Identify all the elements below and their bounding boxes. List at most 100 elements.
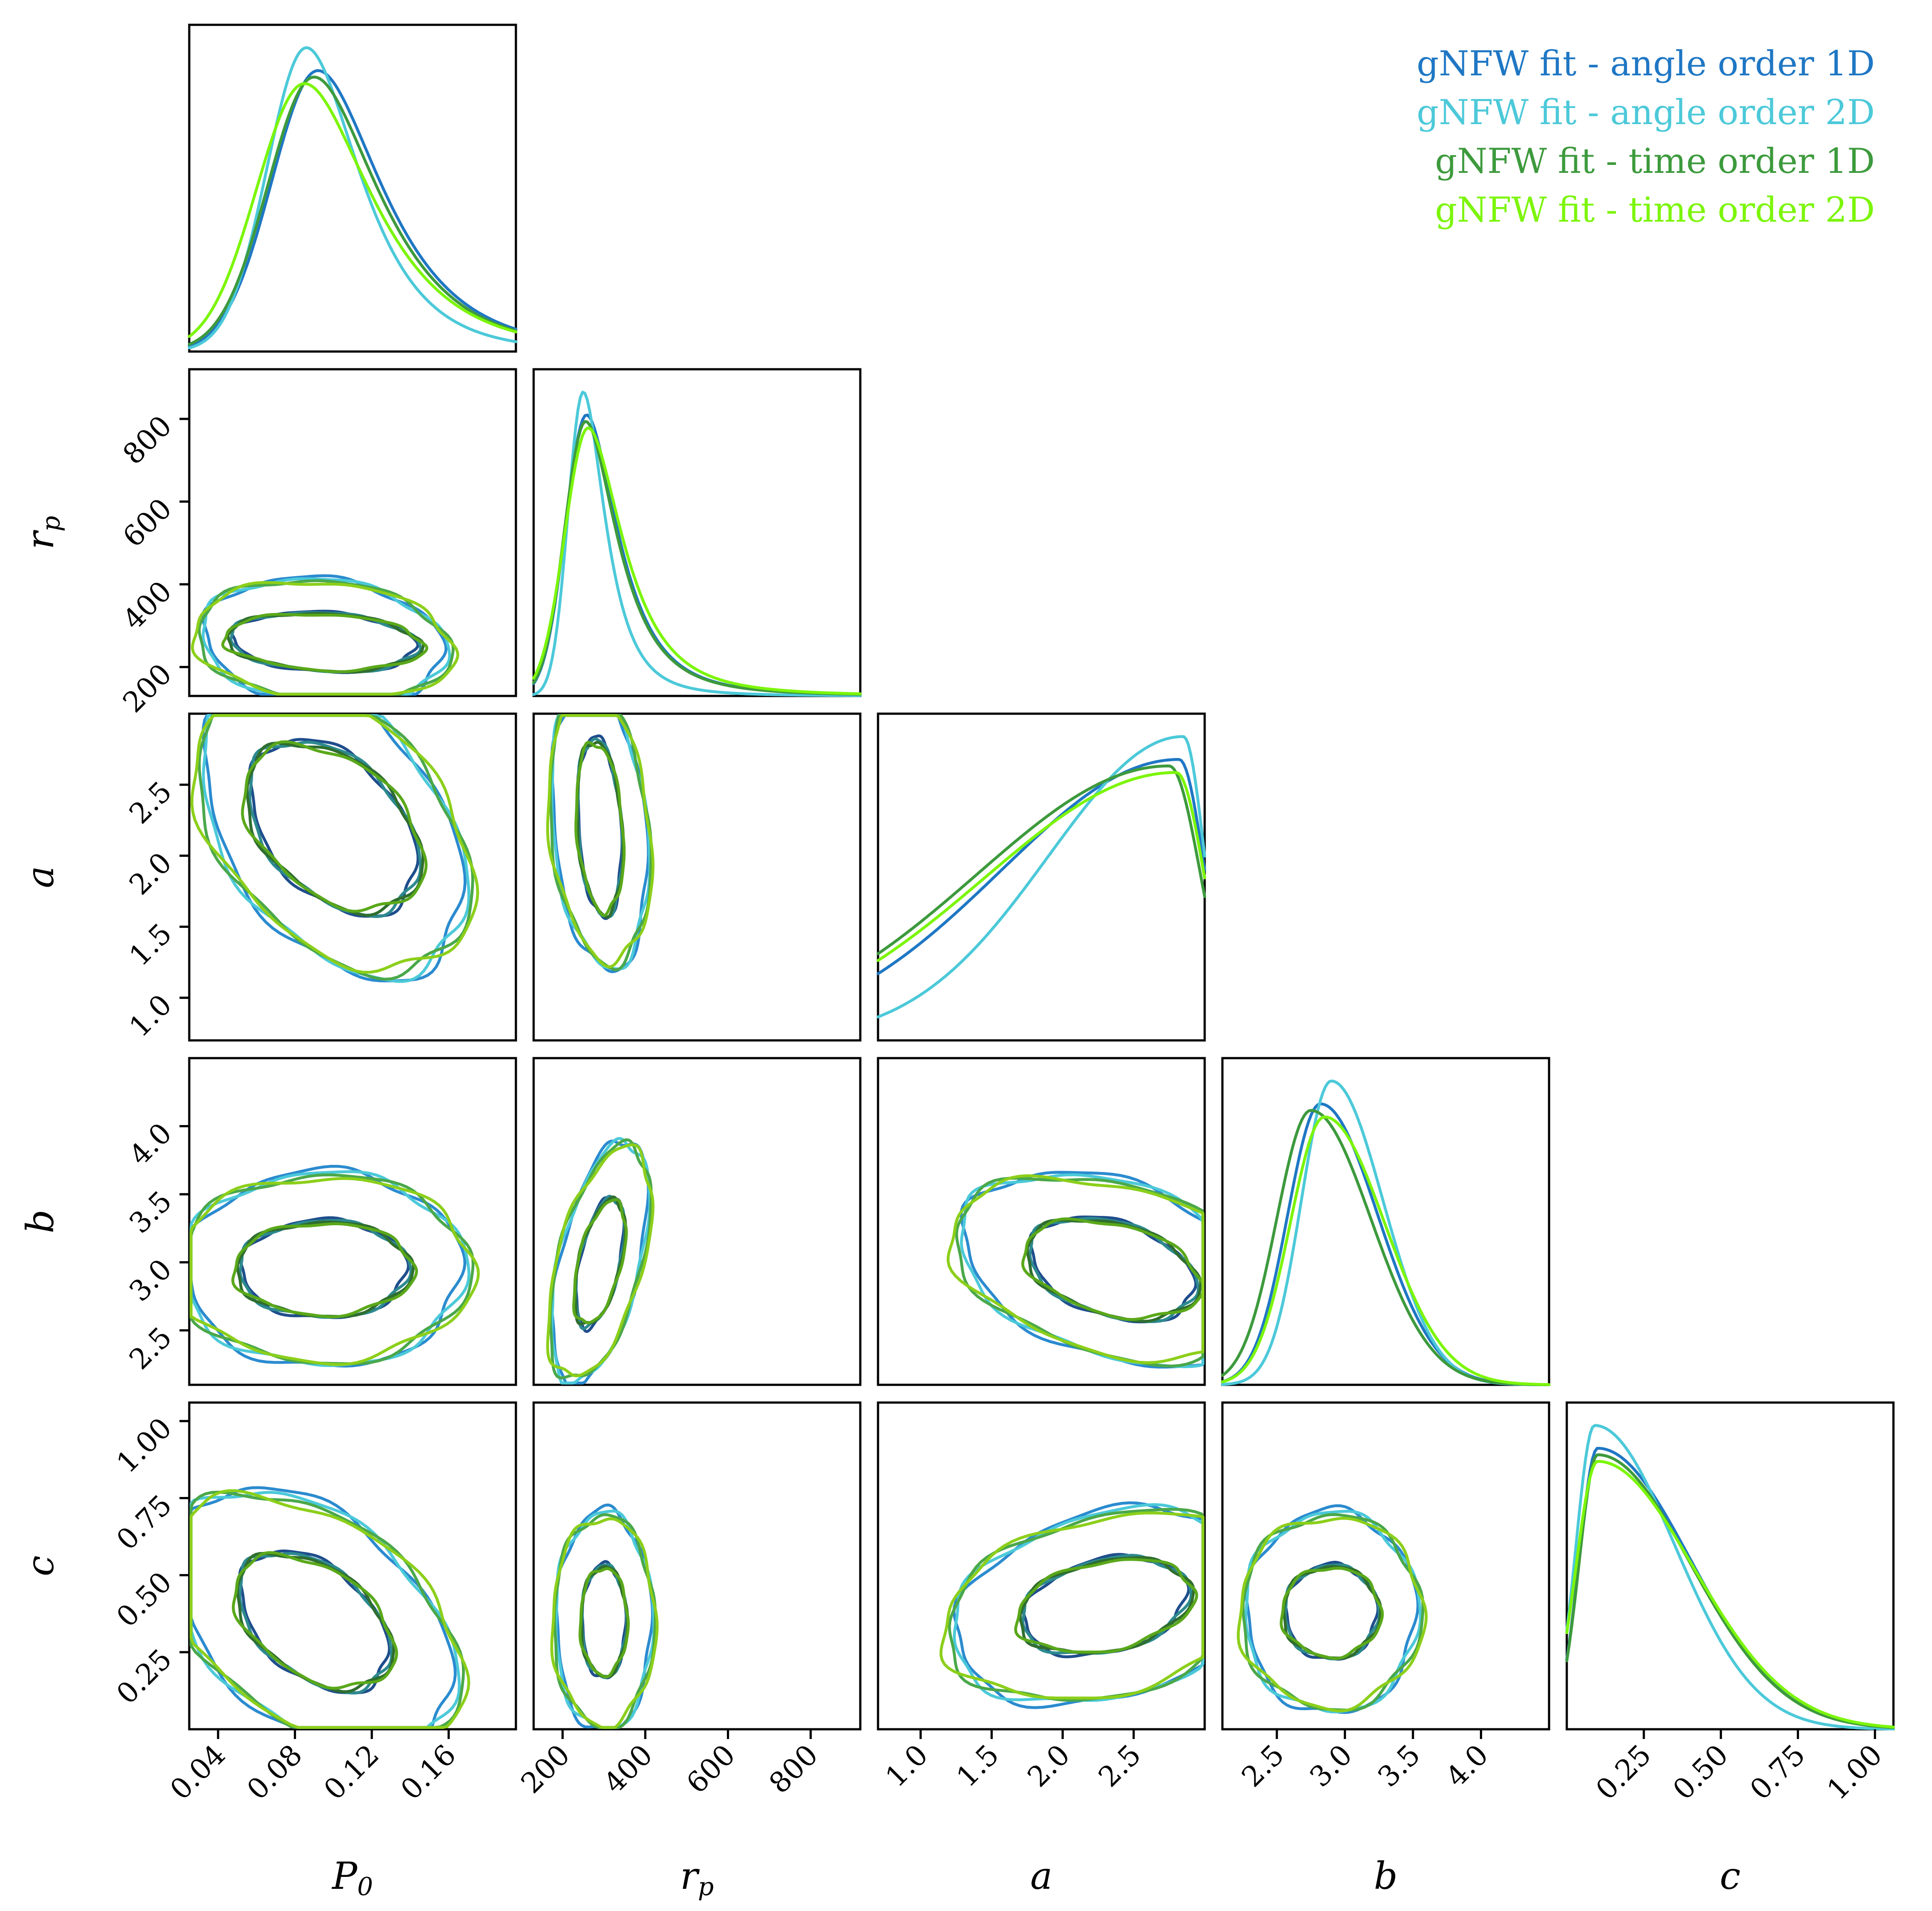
contour-outer-series-2	[952, 1503, 1205, 1702]
y-tick-label: 2.5	[123, 775, 178, 830]
legend-entry-1: gNFW fit - angle order 1D	[1417, 44, 1875, 84]
contour-inner-series-3	[236, 1551, 395, 1693]
x-axis-label-sub: p	[698, 1872, 714, 1901]
panel-frame	[1221, 1401, 1550, 1731]
y-tick-label: 4.0	[123, 1117, 178, 1172]
contour-outer-series-1	[550, 1139, 650, 1385]
x-tick-label: 0.25	[1590, 1739, 1658, 1806]
panel-b-vs-P0	[188, 1057, 517, 1386]
panel-b-vs-r_p	[532, 1057, 862, 1386]
x-tick-label: 1.00	[1821, 1739, 1889, 1806]
panel-frame	[532, 1057, 862, 1386]
contour-inner-series-3	[1019, 1556, 1195, 1655]
contour-inner-series-4	[1021, 1217, 1205, 1321]
panel-frame	[188, 1401, 517, 1731]
contour-inner-series-2	[248, 741, 422, 918]
marginal-a-series-2	[876, 735, 1206, 1019]
y-tick-label: 0.25	[110, 1643, 178, 1711]
panels-layer: 0.04 0.08 0.12 0.16 P0 200 400 600 800 rp 1.0 1.5 2.…	[19, 23, 1895, 1901]
marginal-r_p-series-2	[532, 391, 862, 697]
marginal-c-series-3	[1565, 1453, 1895, 1729]
x-tick-label: 2.5	[1093, 1739, 1147, 1794]
legend: gNFW fit - angle order 1D gNFW fit - angl…	[1417, 44, 1875, 230]
y-tick-label: 800	[117, 410, 179, 471]
contour-inner-series-3	[246, 742, 425, 917]
y-tick-label: 2.5	[123, 1321, 178, 1376]
x-tick-label: 400	[597, 1739, 659, 1800]
marginal-P0-series-3	[187, 75, 518, 346]
panel-frame	[1221, 1057, 1550, 1386]
x-axes: 0.04 0.08 0.12 0.16 P0 200 400 600 800 rp 1.0 1.5 2.…	[164, 1729, 1889, 1901]
x-tick-label: 2.5	[1236, 1739, 1291, 1794]
y-tick-label: 3.0	[123, 1253, 178, 1308]
y-tick-label: 200	[117, 658, 179, 719]
contour-outer-series-4	[190, 714, 480, 974]
y-axis-label-c: c	[19, 1555, 62, 1576]
contour-inner-series-3	[574, 1195, 627, 1325]
marginal-c-series-4	[1565, 1460, 1895, 1729]
x-tick-label: 800	[763, 1739, 825, 1800]
x-tick-label: 0.16	[394, 1739, 462, 1806]
contour-inner-series-4	[574, 741, 626, 917]
contour-inner-series-4	[572, 1198, 628, 1325]
contour-inner-series-3	[236, 1220, 415, 1318]
x-tick-label: 200	[515, 1739, 577, 1800]
contour-inner-series-4	[1280, 1567, 1384, 1660]
x-axis-label-r_p: rp	[680, 1854, 714, 1901]
x-tick-label: 3.5	[1372, 1739, 1427, 1794]
contour-inner-series-1	[574, 1196, 626, 1333]
marginal-P0-series-4	[187, 82, 518, 338]
y-tick-label: 0.75	[110, 1489, 178, 1557]
y-tick-label: 1.00	[110, 1412, 178, 1480]
marginal-r_p-series-1	[532, 413, 862, 696]
contour-inner-series-4	[232, 1551, 398, 1690]
contour-outer-series-3	[948, 1508, 1205, 1702]
y-tick-label: 600	[117, 492, 179, 554]
y-axis-label-r_p: rp	[19, 516, 66, 549]
contour-inner-series-4	[578, 1567, 630, 1679]
x-tick-label: 1.0	[879, 1739, 934, 1794]
panel-r_p-vs-r_p	[532, 368, 862, 697]
marginal-b-series-2	[1221, 1079, 1551, 1387]
panel-c-vs-c	[1565, 1401, 1895, 1731]
contour-inner-series-4	[1014, 1558, 1198, 1653]
legend-entry-2: gNFW fit - angle order 2D	[1417, 93, 1875, 133]
panel-c-vs-b	[1221, 1401, 1550, 1731]
contour-outer-series-4	[191, 581, 460, 696]
contour-outer-series-4	[946, 1174, 1205, 1364]
y-tick-label: 0.50	[110, 1566, 178, 1634]
contour-inner-series-2	[238, 1552, 393, 1695]
panel-frame	[532, 368, 862, 697]
x-axis-label-c: c	[1720, 1854, 1741, 1898]
x-tick-label: 2.0	[1022, 1739, 1077, 1794]
x-axis-label-b: b	[1374, 1854, 1398, 1898]
panel-c-vs-a	[877, 1401, 1206, 1731]
marginal-b-series-4	[1221, 1115, 1551, 1386]
panel-frame	[877, 1057, 1206, 1386]
y-tick-label: 1.5	[123, 918, 178, 973]
contour-outer-series-3	[198, 714, 474, 981]
x-tick-label: 1.5	[950, 1739, 1005, 1794]
contour-outer-series-3	[1241, 1513, 1425, 1712]
contour-outer-series-2	[550, 1137, 652, 1385]
y-tick-label: 3.5	[123, 1185, 178, 1240]
contour-outer-series-4	[939, 1511, 1205, 1700]
contour-inner-series-4	[241, 740, 428, 913]
y-axis-label-sub: p	[37, 516, 66, 531]
marginal-P0-series-1	[187, 69, 518, 348]
contour-inner-series-4	[221, 613, 429, 673]
contour-outer-series-4	[1237, 1516, 1428, 1712]
contour-outer-series-4	[546, 714, 655, 969]
x-tick-label: 0.12	[318, 1739, 386, 1806]
contour-outer-series-4	[550, 1517, 659, 1729]
contour-outer-series-4	[546, 1143, 655, 1378]
panel-r_p-vs-P0	[188, 368, 517, 697]
marginal-r_p-series-3	[532, 420, 862, 696]
panel-c-vs-r_p	[532, 1401, 862, 1731]
contour-inner-series-1	[1028, 1215, 1198, 1324]
panel-frame	[188, 1057, 517, 1386]
marginal-c-series-1	[1565, 1446, 1895, 1729]
contour-inner-series-3	[575, 741, 625, 919]
panel-frame	[877, 1401, 1206, 1731]
